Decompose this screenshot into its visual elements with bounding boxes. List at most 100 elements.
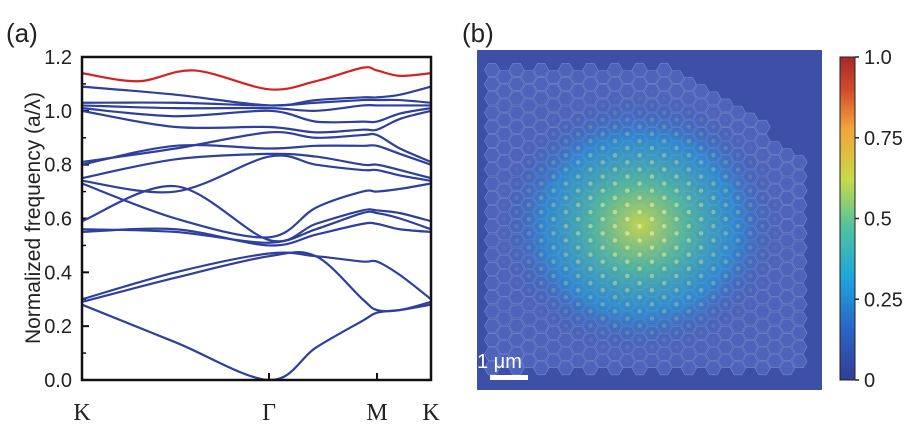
field-node: [686, 110, 691, 115]
field-node: [612, 124, 618, 130]
lattice-cell: [594, 70, 611, 84]
lattice-cell: [742, 311, 759, 326]
band-line: [82, 130, 431, 164]
field-node: [662, 280, 667, 286]
lattice-cell: [484, 77, 500, 92]
lattice-cell: [643, 70, 660, 84]
field-node: [526, 302, 532, 307]
lattice-cell: [680, 347, 697, 361]
field-node: [551, 174, 556, 179]
field-node: [575, 316, 581, 321]
field-node: [625, 330, 630, 335]
field-node: [723, 145, 728, 151]
field-node: [600, 160, 605, 165]
band-line: [82, 303, 431, 380]
lattice-cell: [496, 311, 513, 326]
field-node: [674, 216, 679, 222]
lattice-cell: [791, 240, 808, 255]
field-node: [502, 216, 507, 222]
field-node: [588, 323, 593, 328]
band-line: [82, 182, 431, 239]
field-node: [748, 273, 753, 279]
lattice-cell: [643, 84, 660, 99]
field-node: [686, 295, 691, 300]
field-node: [612, 224, 618, 229]
field-node: [539, 252, 544, 257]
field-node: [563, 209, 568, 215]
colorbar: [839, 56, 856, 381]
field-node: [625, 245, 630, 250]
field-node: [625, 89, 629, 93]
field-node: [551, 188, 556, 193]
field-node: [637, 280, 642, 286]
lattice-cell: [496, 297, 513, 312]
lattice-cell: [496, 354, 513, 369]
field-node: [637, 323, 642, 328]
lattice-cell: [484, 134, 500, 148]
lattice-cell: [742, 354, 759, 369]
field-node: [637, 209, 642, 215]
field-node: [551, 245, 556, 250]
lattice-cell: [668, 354, 685, 369]
field-node: [674, 174, 679, 179]
field-node: [539, 309, 544, 314]
field-node: [527, 316, 531, 320]
lattice-cell: [779, 332, 796, 347]
field-node: [612, 96, 618, 101]
lattice-cell: [791, 212, 808, 226]
lattice-cell: [693, 340, 710, 354]
field-node: [723, 273, 728, 279]
field-node: [575, 216, 581, 222]
field-node: [575, 330, 581, 335]
band-lines: [82, 66, 431, 380]
field-node: [625, 287, 630, 293]
colorbar-tick-label: 0.25: [864, 289, 903, 311]
field-node: [649, 160, 655, 165]
lattice-cell: [484, 304, 500, 319]
field-node: [600, 231, 605, 236]
lattice-cell: [520, 340, 537, 354]
field-node: [601, 89, 605, 93]
field-node: [724, 331, 728, 335]
field-node: [650, 359, 654, 363]
field-node: [526, 216, 532, 222]
field-node: [612, 337, 618, 343]
field-node: [551, 287, 556, 293]
field-node: [735, 195, 741, 201]
field-node: [563, 238, 568, 243]
field-node: [612, 110, 618, 115]
field-node: [773, 274, 777, 278]
lattice-cell: [791, 297, 808, 312]
lattice-cell: [545, 340, 562, 354]
lattice-cell: [545, 70, 562, 84]
field-node: [575, 245, 581, 250]
field-node: [600, 302, 605, 307]
lattice-cell: [508, 134, 525, 148]
lattice-cell: [496, 70, 513, 84]
lattice-cell: [557, 63, 574, 77]
field-node: [735, 280, 741, 286]
field-node: [625, 302, 630, 307]
lattice-cell: [680, 361, 697, 376]
field-node: [674, 131, 679, 137]
lattice-cell: [607, 63, 623, 77]
lattice-cell: [705, 361, 722, 376]
band-line: [82, 98, 431, 107]
field-node: [625, 160, 630, 165]
field-node: [575, 160, 581, 165]
lattice-cell: [484, 105, 500, 120]
field-node: [649, 287, 655, 293]
lattice-cell: [508, 347, 525, 361]
field-node: [539, 125, 543, 129]
lattice-cell: [484, 91, 500, 106]
lattice-cell: [656, 347, 673, 361]
lattice-cell: [779, 205, 796, 219]
field-node: [686, 309, 691, 314]
field-node: [760, 209, 765, 215]
lattice-cell: [570, 98, 587, 113]
field-node: [748, 145, 753, 151]
field-node: [637, 309, 642, 314]
lattice-cell: [484, 247, 500, 262]
field-node: [502, 245, 507, 250]
field-node: [686, 209, 691, 215]
